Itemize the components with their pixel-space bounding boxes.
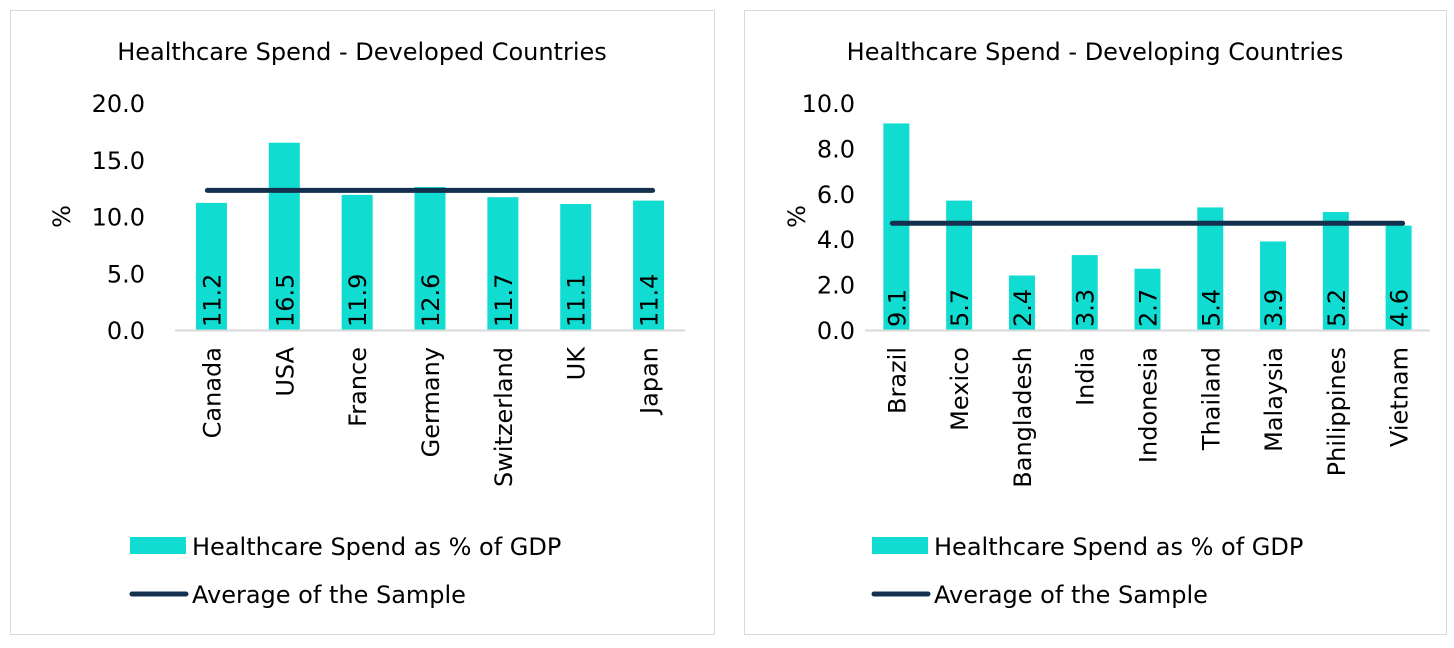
y-tick-label: 0.0 (107, 317, 145, 345)
y-tick-label: 0.0 (817, 317, 855, 345)
legend-label: Average of the Sample (192, 581, 466, 609)
bar (1071, 255, 1098, 330)
data-label: 2.7 (1135, 289, 1163, 327)
x-tick-label: Thailand (1197, 347, 1225, 451)
legend-label: Healthcare Spend as % of GDP (192, 533, 561, 561)
y-tick-label: 20.0 (92, 90, 145, 118)
x-tick-label: Philippines (1323, 347, 1351, 476)
legend-label: Average of the Sample (934, 581, 1208, 609)
x-tick-label: Japan (636, 347, 664, 416)
x-tick-label: Bangladesh (1009, 347, 1037, 488)
legend-swatch-bar (872, 537, 928, 554)
x-tick-label: France (344, 347, 372, 427)
data-label: 11.4 (636, 274, 664, 327)
x-tick-label: UK (563, 346, 591, 381)
bar (195, 202, 227, 330)
bar (1385, 225, 1412, 330)
legend-swatch-bar (130, 537, 186, 554)
y-tick-label: 8.0 (817, 135, 855, 163)
data-label: 3.3 (1072, 289, 1100, 327)
x-tick-label: Canada (198, 347, 226, 438)
y-tick-label: 4.0 (817, 226, 855, 254)
bar (883, 123, 910, 331)
chart-panel-1: Healthcare Spend - Developed Countries 0.… (10, 10, 715, 635)
bar (268, 142, 300, 330)
data-label: 5.7 (946, 289, 974, 327)
bar (633, 200, 665, 330)
data-label: 11.2 (198, 274, 226, 327)
data-label: 16.5 (271, 274, 299, 327)
chart-title: Healthcare Spend - Developing Countries (847, 38, 1344, 66)
data-label: 4.6 (1386, 289, 1414, 327)
chart-title: Healthcare Spend - Developed Countries (117, 38, 607, 66)
x-tick-label: USA (271, 346, 299, 396)
y-tick-label: 10.0 (92, 204, 145, 232)
data-label: 11.9 (344, 274, 372, 327)
bar (1134, 268, 1161, 330)
bar (1260, 241, 1287, 330)
data-label: 2.4 (1009, 289, 1037, 327)
data-label: 11.1 (563, 274, 591, 327)
y-tick-label: 5.0 (107, 260, 145, 288)
y-tick-label: 6.0 (817, 181, 855, 209)
x-tick-label: Vietnam (1386, 347, 1414, 447)
bar (560, 204, 592, 330)
legend-label: Healthcare Spend as % of GDP (934, 533, 1303, 561)
y-tick-label: 15.0 (92, 147, 145, 175)
data-label: 3.9 (1260, 289, 1288, 327)
y-tick-label: 10.0 (802, 90, 855, 118)
x-tick-label: Mexico (946, 347, 974, 431)
bar (487, 197, 519, 330)
y-axis-label: % (783, 205, 811, 228)
y-tick-label: 2.0 (817, 272, 855, 300)
x-tick-label: India (1072, 347, 1100, 406)
bar (414, 186, 446, 330)
x-tick-label: Brazil (883, 347, 911, 414)
data-label: 5.4 (1197, 289, 1225, 327)
y-axis-label: % (48, 205, 76, 228)
bar (1197, 207, 1224, 330)
x-tick-label: Malaysia (1260, 347, 1288, 452)
data-label: 9.1 (883, 289, 911, 327)
data-label: 12.6 (417, 274, 445, 327)
bar (1008, 275, 1035, 330)
data-label: 11.7 (490, 274, 518, 327)
x-tick-label: Germany (417, 347, 445, 457)
bar (1322, 211, 1349, 330)
chart-panel-2: Healthcare Spend - Developing Countries 0… (744, 10, 1447, 635)
data-label: 5.2 (1323, 289, 1351, 327)
x-tick-label: Indonesia (1135, 347, 1163, 463)
x-tick-label: Switzerland (490, 347, 518, 487)
bar (341, 194, 373, 330)
